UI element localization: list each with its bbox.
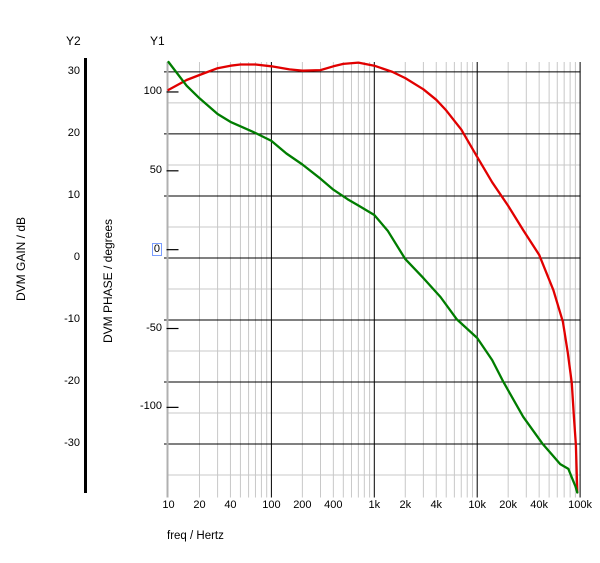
x-tick-label: 10k xyxy=(468,499,487,511)
x-tick-label: 20k xyxy=(499,499,518,511)
dvm-phase-curve[interactable] xyxy=(167,60,579,494)
x-tick-label: 1k xyxy=(368,499,381,511)
dvm-gain-curve[interactable] xyxy=(167,61,579,494)
x-tick-label: 4k xyxy=(430,499,443,511)
y2-tick-label: 0 xyxy=(73,250,80,263)
y2-tick-label: -30 xyxy=(64,437,80,449)
y2-tick-label: 30 xyxy=(67,64,80,77)
y1-axis-name: Y1 xyxy=(150,34,165,48)
y2-axis-line[interactable] xyxy=(84,58,87,493)
y1-tick-label: -100 xyxy=(139,400,162,413)
x-tick-label: 100k xyxy=(568,499,593,511)
y2-axis-name: Y2 xyxy=(66,34,81,48)
y2-tick-label: 20 xyxy=(67,126,80,139)
x-tick-label: 400 xyxy=(324,499,343,511)
x-tick-label: 10 xyxy=(162,499,175,511)
x-tick-label: 100 xyxy=(262,499,281,511)
y1-tick-label: 0 xyxy=(114,242,162,256)
y2-tick-label: 10 xyxy=(67,188,80,201)
x-tick-label: 40k xyxy=(530,499,549,511)
x-tick-label: 40 xyxy=(224,499,237,511)
x-tick-label: 20 xyxy=(193,499,206,511)
y1-zero-highlight: 0 xyxy=(151,242,162,256)
y2-tick-label: -10 xyxy=(64,312,80,325)
y2-tick-label: -20 xyxy=(64,374,80,387)
y1-tick-label: 50 xyxy=(149,163,162,176)
x-tick-label: 200 xyxy=(293,499,312,511)
x-tick-label: 2k xyxy=(399,499,412,511)
y1-tick-label: -50 xyxy=(146,321,162,334)
y1-tick-label: 100 xyxy=(143,84,162,97)
x-axis-title: freq / Hertz xyxy=(167,530,224,542)
